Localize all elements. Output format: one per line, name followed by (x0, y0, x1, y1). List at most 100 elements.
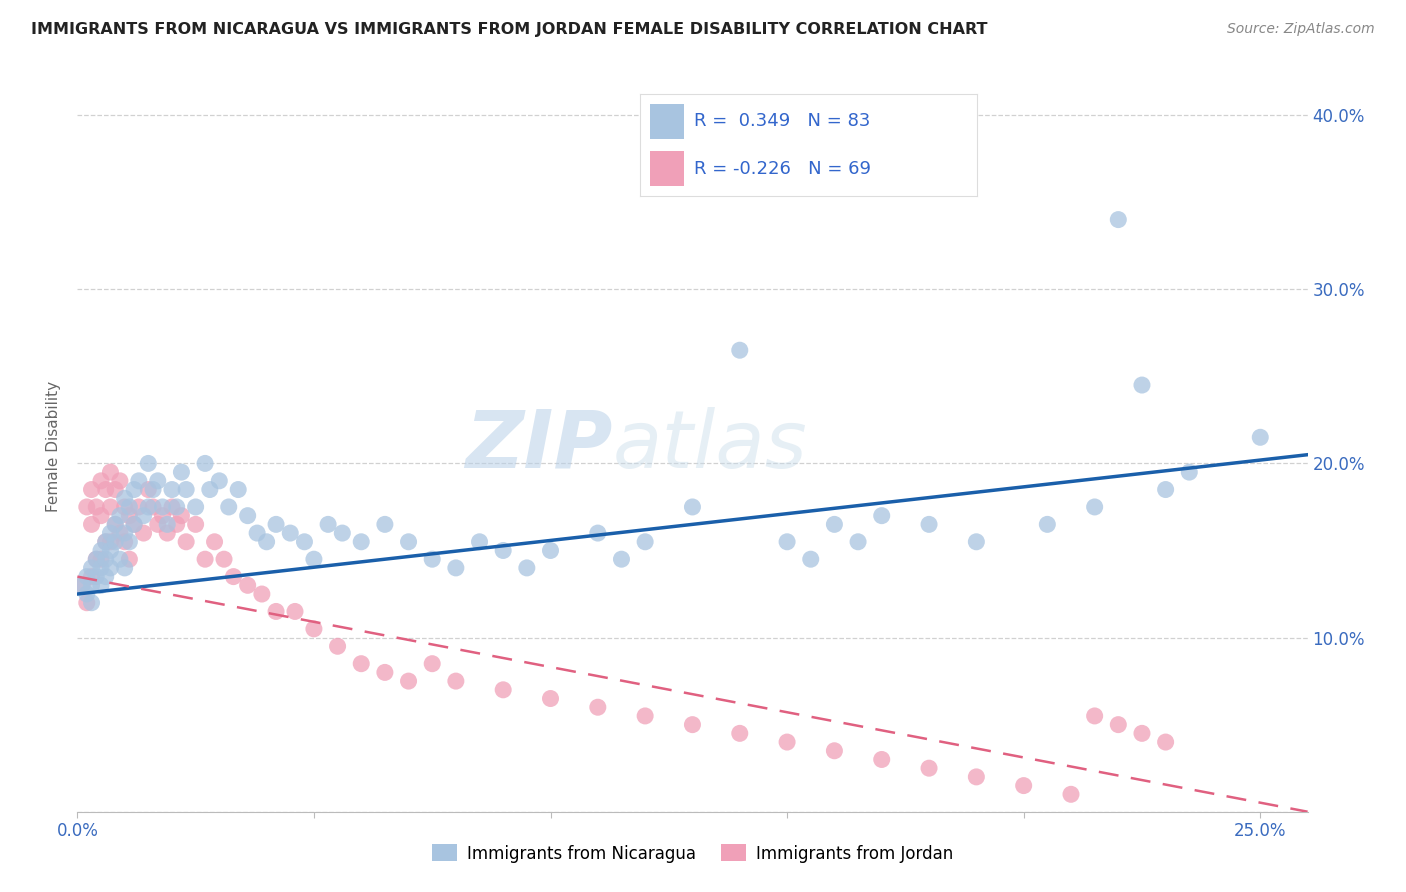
Point (256, 534, 278, 549)
Point (776, 534, 799, 549)
Point (1084, 709, 1107, 723)
Point (236, 508, 259, 523)
Point (94, 534, 117, 549)
Point (90, 552, 112, 566)
Point (316, 517, 339, 532)
Point (170, 508, 193, 523)
Point (1084, 500, 1107, 514)
Point (174, 534, 197, 549)
Point (80, 561, 103, 575)
Point (94, 483, 117, 497)
Point (374, 665, 396, 680)
Point (114, 561, 136, 575)
Point (166, 500, 188, 514)
Point (444, 561, 467, 575)
Y-axis label: Female Disability: Female Disability (46, 380, 62, 512)
Point (76, 569, 98, 583)
Point (122, 517, 145, 532)
Point (326, 640, 349, 654)
Legend: Immigrants from Nicaragua, Immigrants from Jordan: Immigrants from Nicaragua, Immigrants fr… (425, 838, 960, 869)
Point (76, 596, 98, 610)
Point (728, 343, 751, 358)
Point (682, 717, 704, 731)
Point (156, 517, 179, 532)
Point (823, 744, 845, 758)
Point (1130, 726, 1153, 740)
Point (184, 500, 207, 514)
Point (236, 578, 259, 592)
Point (250, 587, 273, 601)
Point (1178, 465, 1201, 479)
Text: R =  0.349   N = 83: R = 0.349 N = 83 (693, 112, 870, 130)
Bar (650, 104, 683, 139)
Point (152, 500, 174, 514)
Point (84, 552, 107, 566)
Point (118, 552, 141, 566)
Point (1249, 430, 1271, 444)
Point (104, 517, 127, 532)
Point (122, 517, 145, 532)
Point (90, 578, 112, 592)
Point (100, 543, 122, 558)
Point (84, 500, 107, 514)
Point (284, 604, 307, 618)
Point (218, 500, 240, 514)
Point (90, 543, 112, 558)
Point (70, 578, 93, 592)
Point (823, 517, 845, 532)
Point (1107, 212, 1129, 227)
Point (76, 500, 98, 514)
Text: ZIP: ZIP (465, 407, 613, 485)
Point (350, 534, 373, 549)
Point (104, 534, 127, 549)
Point (118, 508, 141, 523)
Point (118, 500, 141, 514)
Point (100, 534, 122, 549)
Point (94, 569, 117, 583)
Point (160, 483, 183, 497)
Point (212, 552, 235, 566)
Point (870, 752, 893, 766)
Point (108, 526, 131, 541)
Point (104, 483, 127, 497)
Point (166, 517, 188, 532)
Point (918, 517, 941, 532)
Point (128, 500, 150, 514)
Point (198, 483, 221, 497)
Point (114, 500, 136, 514)
Point (160, 500, 183, 514)
Point (70, 578, 93, 592)
Point (1036, 517, 1059, 532)
Point (846, 534, 869, 549)
Point (108, 552, 131, 566)
Point (114, 526, 136, 541)
Point (100, 500, 122, 514)
Point (800, 552, 823, 566)
Point (586, 526, 609, 541)
Point (136, 500, 159, 514)
Point (965, 534, 987, 549)
Point (918, 761, 941, 775)
Point (516, 561, 538, 575)
Point (84, 569, 107, 583)
Point (1154, 735, 1177, 749)
Point (132, 508, 155, 523)
Point (80, 483, 103, 497)
Point (122, 483, 145, 497)
Point (610, 552, 633, 566)
Point (264, 517, 287, 532)
Point (222, 569, 245, 583)
Text: IMMIGRANTS FROM NICARAGUA VS IMMIGRANTS FROM JORDAN FEMALE DISABILITY CORRELATIO: IMMIGRANTS FROM NICARAGUA VS IMMIGRANTS … (31, 22, 987, 37)
Point (132, 526, 155, 541)
Point (170, 465, 193, 479)
Point (278, 526, 301, 541)
Point (100, 526, 122, 541)
Point (156, 526, 179, 541)
Point (146, 474, 169, 488)
Point (682, 500, 704, 514)
Point (302, 552, 325, 566)
Point (540, 543, 562, 558)
Point (194, 457, 217, 471)
Point (80, 596, 103, 610)
Point (492, 543, 515, 558)
